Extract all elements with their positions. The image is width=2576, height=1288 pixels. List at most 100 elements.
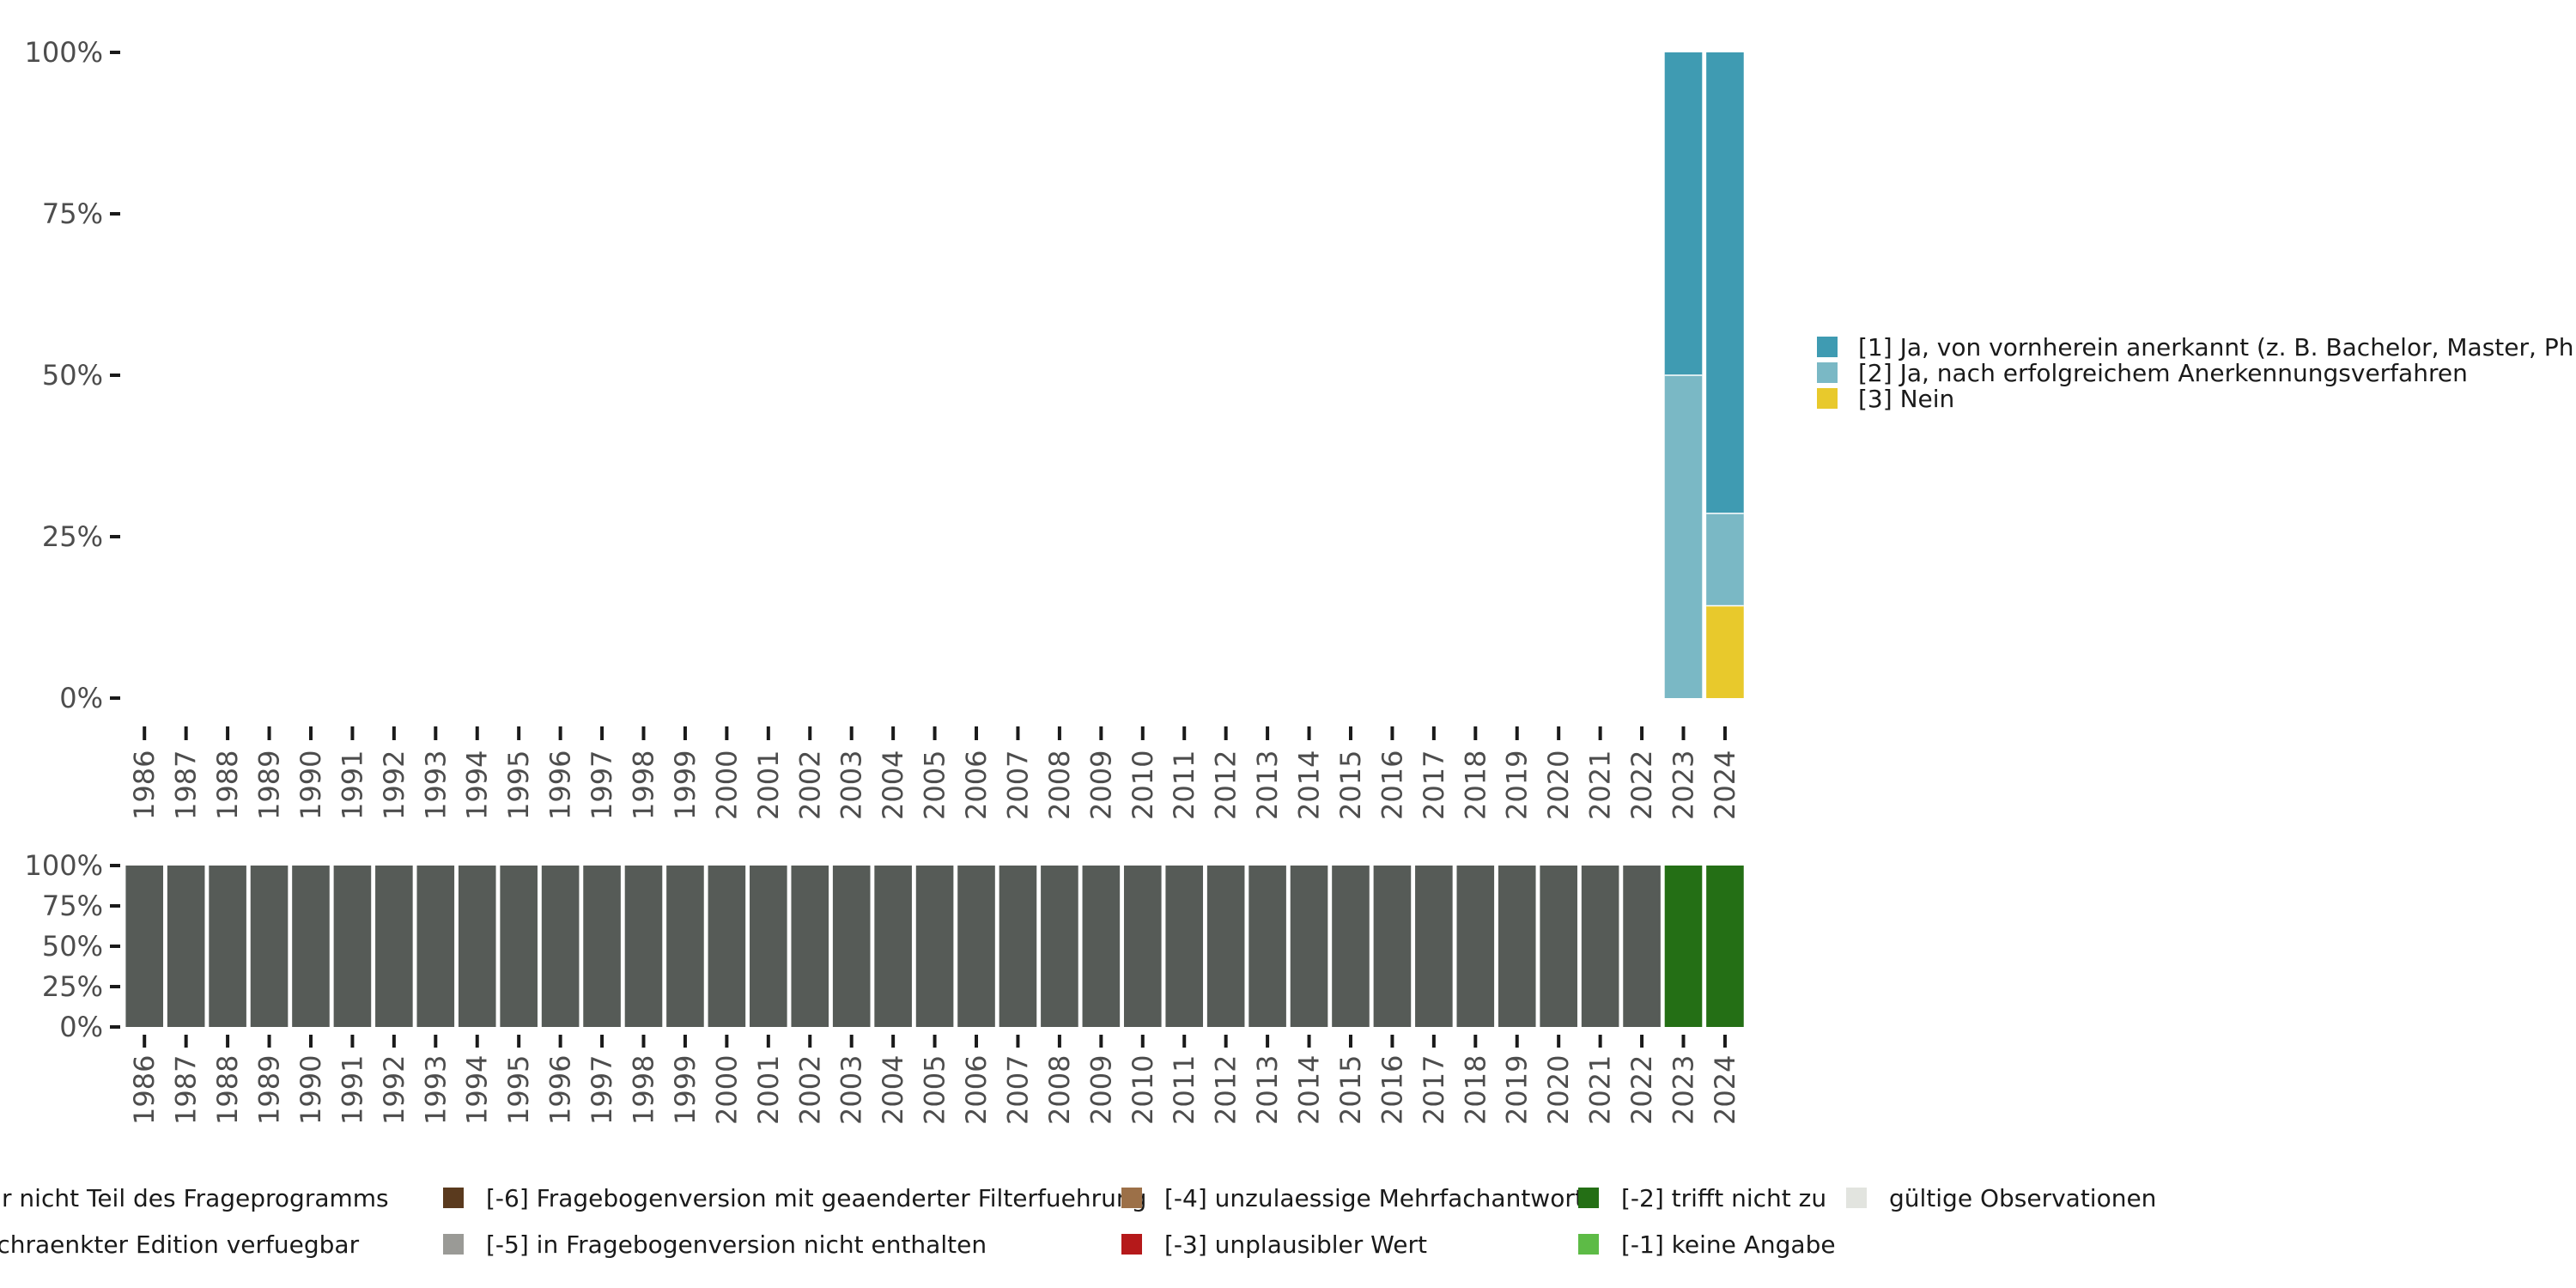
x-tick-label: 1989 — [253, 750, 286, 820]
y-tick-label: 100% — [25, 849, 103, 882]
bar-segment — [874, 866, 912, 1027]
legend-label: [2] Ja, nach erfolgreichem Anerkennungsv… — [1858, 359, 2468, 387]
bar-segment — [250, 866, 289, 1027]
x-tick-label: 2018 — [1459, 1055, 1492, 1125]
x-tick-label: 2010 — [1127, 750, 1159, 820]
y-tick-label: 50% — [42, 930, 103, 963]
x-tick-label: 1996 — [544, 750, 577, 820]
bar-segment — [1165, 866, 1204, 1027]
x-tick-label: 1991 — [336, 750, 368, 820]
bar-segment — [209, 866, 246, 1027]
x-tick-label: 2004 — [877, 750, 909, 820]
legend-label: [-4] unzulaessige Mehrfachantwort — [1164, 1184, 1584, 1212]
x-tick-label: 2011 — [1168, 1055, 1200, 1125]
legend-swatch — [1846, 1188, 1867, 1208]
x-tick-label: 1992 — [378, 1055, 410, 1125]
x-tick-label: 1987 — [170, 1055, 203, 1125]
bar-segment — [1664, 52, 1703, 375]
bar-segment — [1664, 866, 1703, 1027]
bar-segment — [583, 866, 621, 1027]
legend-label: [-1] keine Angabe — [1621, 1230, 1836, 1259]
x-tick-label: 2005 — [919, 750, 951, 820]
legend-swatch — [1121, 1234, 1142, 1255]
x-tick-label: 1995 — [502, 750, 535, 820]
bar-segment — [666, 866, 704, 1027]
x-tick-label: 2020 — [1542, 750, 1575, 820]
x-tick-label: 2019 — [1501, 1055, 1534, 1125]
legend-label: gültige Observationen — [1889, 1184, 2156, 1212]
bar-segment — [832, 866, 871, 1027]
legend-label: [-8] in diesem Jahr nicht Teil des Frage… — [0, 1184, 389, 1212]
x-tick-label: 2022 — [1625, 1055, 1658, 1125]
legend-swatch — [443, 1188, 464, 1208]
bar-segment — [125, 866, 164, 1027]
x-tick-label: 2009 — [1084, 750, 1117, 820]
bar-segment — [375, 866, 413, 1027]
x-tick-label: 2013 — [1251, 750, 1284, 820]
bar-segment — [1706, 605, 1744, 698]
x-tick-label: 2024 — [1709, 750, 1741, 820]
x-tick-label: 2024 — [1709, 1055, 1741, 1125]
legend-label: [-7] nur in eingeschraenkter Edition ver… — [0, 1230, 360, 1259]
x-tick-label: 2021 — [1584, 750, 1617, 820]
x-tick-label: 1988 — [211, 1055, 244, 1125]
x-tick-label: 1989 — [253, 1055, 286, 1125]
legend-label: [1] Ja, von vornherein anerkannt (z. B. … — [1858, 333, 2576, 361]
bar-segment — [416, 866, 455, 1027]
x-tick-label: 2002 — [793, 750, 826, 820]
bar-segment — [915, 866, 954, 1027]
bar-segment — [999, 866, 1037, 1027]
x-tick-label: 1986 — [128, 750, 161, 820]
y-tick-label: 75% — [42, 197, 103, 230]
bar-segment — [458, 866, 496, 1027]
bar-segment — [750, 866, 787, 1027]
y-tick-label: 0% — [59, 1011, 103, 1043]
x-tick-label: 1986 — [128, 1055, 161, 1125]
x-tick-label: 2012 — [1210, 750, 1242, 820]
bar-segment — [1540, 866, 1577, 1027]
bar-segment — [624, 866, 663, 1027]
legend-swatch — [1817, 337, 1838, 357]
x-tick-label: 2008 — [1043, 750, 1076, 820]
bar-segment — [333, 866, 372, 1027]
x-tick-label: 2014 — [1293, 750, 1326, 820]
x-tick-label: 1997 — [586, 750, 618, 820]
x-tick-label: 1992 — [378, 750, 410, 820]
x-tick-label: 2007 — [1001, 750, 1034, 820]
legend-label: [3] Nein — [1858, 385, 1954, 413]
x-tick-label: 1994 — [461, 1055, 494, 1125]
x-tick-label: 2006 — [960, 1055, 993, 1125]
x-tick-label: 2003 — [835, 1055, 868, 1125]
bar-segment — [1332, 866, 1370, 1027]
x-tick-label: 2010 — [1127, 1055, 1159, 1125]
bar-segment — [167, 866, 205, 1027]
bar-segment — [1082, 866, 1121, 1027]
y-tick-label: 25% — [42, 520, 103, 553]
bar-segment — [1123, 866, 1162, 1027]
x-tick-label: 1998 — [628, 750, 660, 820]
x-tick-label: 2006 — [960, 750, 993, 820]
x-tick-label: 1999 — [669, 1055, 702, 1125]
x-tick-label: 2015 — [1334, 750, 1367, 820]
bar-segment — [1290, 866, 1328, 1027]
legend-swatch — [443, 1234, 464, 1255]
x-tick-label: 1987 — [170, 750, 203, 820]
y-tick-label: 25% — [42, 970, 103, 1003]
x-tick-label: 2011 — [1168, 750, 1200, 820]
x-tick-label: 1990 — [295, 750, 327, 820]
x-tick-label: 1994 — [461, 750, 494, 820]
bar-segment — [1498, 866, 1536, 1027]
bar-segment — [1373, 866, 1412, 1027]
x-tick-label: 2001 — [752, 1055, 785, 1125]
y-tick-label: 75% — [42, 890, 103, 922]
bar-segment — [957, 866, 995, 1027]
x-tick-label: 1997 — [586, 1055, 618, 1125]
legend-label: [-2] trifft nicht zu — [1621, 1184, 1826, 1212]
bar-segment — [708, 866, 746, 1027]
x-tick-label: 1993 — [419, 1055, 452, 1125]
x-tick-label: 2015 — [1334, 1055, 1367, 1125]
x-tick-label: 1993 — [419, 750, 452, 820]
x-tick-label: 1999 — [669, 750, 702, 820]
legend-swatch — [1817, 362, 1838, 383]
